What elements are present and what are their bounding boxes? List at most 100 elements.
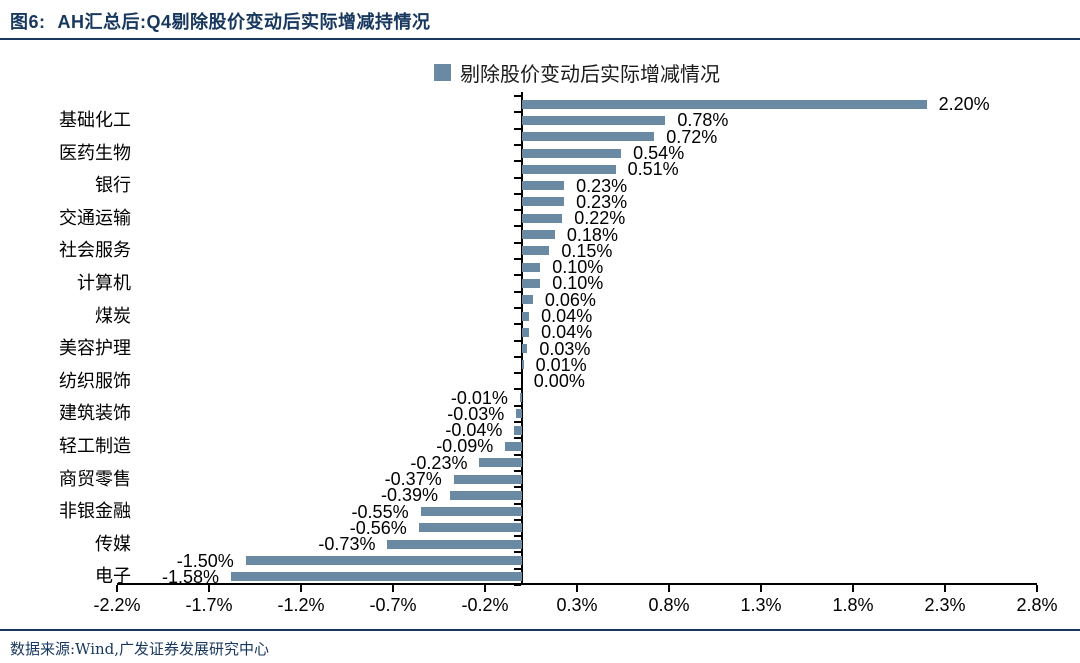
plot-area: 2.20% 0.78% 0.72% 0.54% 0.51% 0.23% 0.23% 0.22%… (59, 92, 1058, 614)
x-tick-label: 0.8% (648, 595, 690, 615)
value-label: 0.01% (535, 354, 587, 375)
bar (521, 115, 666, 125)
category-label: 计算机 (77, 272, 131, 294)
y-axis-tick (513, 518, 521, 521)
bar (420, 507, 522, 517)
bar (479, 458, 522, 468)
bar (521, 132, 655, 142)
y-axis-tick (513, 209, 521, 212)
y-axis-tick (513, 437, 521, 440)
y-axis-tick (513, 241, 521, 244)
value-label: 0.54% (633, 143, 685, 164)
bar (521, 311, 530, 321)
x-tick-label: 1.3% (740, 595, 782, 615)
y-axis-tick (513, 453, 521, 456)
y-axis-tick (513, 143, 521, 146)
bar (519, 393, 522, 403)
y-axis-tick (513, 274, 521, 277)
legend-swatch-icon (434, 63, 451, 81)
y-axis-tick (513, 306, 521, 309)
bar (521, 278, 541, 288)
value-label: 0.78% (677, 110, 729, 131)
value-label: 0.18% (566, 224, 618, 245)
x-axis-tick (300, 585, 302, 592)
figure-title: AH汇总后:Q4剔除股价变动后实际增减持情况 (57, 12, 431, 32)
value-label: 0.03% (539, 338, 591, 359)
bar (521, 181, 565, 191)
category-label: 煤炭 (95, 305, 131, 327)
bar (521, 262, 541, 272)
y-axis-tick (513, 486, 521, 489)
x-axis-tick (1036, 585, 1038, 592)
category-label: 建筑装饰 (59, 403, 131, 425)
value-label: 0.22% (574, 208, 626, 229)
y-axis-tick (513, 323, 521, 326)
value-label: 0.06% (544, 289, 596, 310)
value-label: -0.23% (410, 452, 468, 473)
y-axis-line (520, 92, 523, 585)
y-axis-tick (513, 584, 521, 586)
bar (521, 197, 565, 207)
y-axis-tick (513, 388, 521, 391)
figure-number: 图6: (10, 12, 46, 32)
value-label: 0.51% (627, 159, 679, 180)
category-label: 基础化工 (59, 109, 131, 131)
bar (387, 539, 522, 549)
y-axis-tick (513, 111, 521, 114)
x-axis-tick (852, 585, 854, 592)
chart-legend: 剔除股价变动后实际增减情况 (117, 60, 1037, 86)
category-label: 轻工制造 (59, 435, 131, 457)
value-label: 0.10% (552, 257, 604, 278)
category-label: 传媒 (95, 533, 131, 555)
x-tick-label: 2.8% (1016, 595, 1058, 615)
value-label: 0.23% (576, 191, 628, 212)
value-label: -1.50% (176, 550, 234, 571)
x-axis-line (117, 583, 1037, 585)
legend-label: 剔除股价变动后实际增减情况 (460, 61, 720, 86)
x-axis-tick (944, 585, 946, 592)
x-tick-label: 2.3% (924, 595, 966, 615)
y-axis-tick (513, 551, 521, 554)
x-tick-label: -1.2% (277, 595, 325, 615)
value-label: 0.15% (561, 240, 613, 261)
y-axis-tick (513, 127, 521, 130)
category-label: 交通运输 (59, 207, 131, 229)
footer-divider (0, 629, 1080, 631)
y-axis-tick (513, 192, 521, 195)
x-axis-tick (392, 585, 394, 592)
value-label: -0.55% (351, 501, 409, 522)
category-label: 非银金融 (59, 501, 131, 523)
y-axis-tick (513, 567, 521, 570)
value-label: -0.01% (450, 387, 508, 408)
value-label: 0.04% (541, 322, 593, 343)
bar (521, 164, 616, 174)
value-label: 0.00% (533, 371, 585, 392)
bar (231, 572, 522, 582)
value-label: 0.04% (541, 306, 593, 327)
x-axis-tick (576, 585, 578, 592)
value-label: -0.37% (384, 469, 442, 490)
y-axis-tick (513, 535, 521, 538)
value-label: -0.39% (380, 485, 439, 506)
bar (521, 295, 533, 305)
value-label: -0.09% (436, 436, 494, 457)
y-axis-tick (513, 339, 521, 342)
y-axis-tick (513, 421, 521, 423)
value-label: -0.56% (349, 517, 407, 538)
category-label: 纺织服饰 (59, 370, 131, 392)
category-label: 社会服务 (59, 240, 131, 262)
value-label: -1.58% (162, 566, 220, 587)
y-axis-tick (513, 258, 521, 260)
bar (521, 230, 555, 240)
x-axis-tick (208, 585, 210, 592)
bar (521, 99, 927, 109)
y-axis-tick (513, 176, 521, 179)
bar (521, 344, 528, 354)
bar (245, 556, 522, 566)
bar (521, 246, 550, 256)
x-tick-label: -1.7% (185, 595, 233, 615)
bar (450, 490, 522, 500)
y-axis-tick (513, 355, 521, 358)
category-label: 医药生物 (59, 142, 131, 164)
value-label: -0.73% (318, 534, 376, 555)
